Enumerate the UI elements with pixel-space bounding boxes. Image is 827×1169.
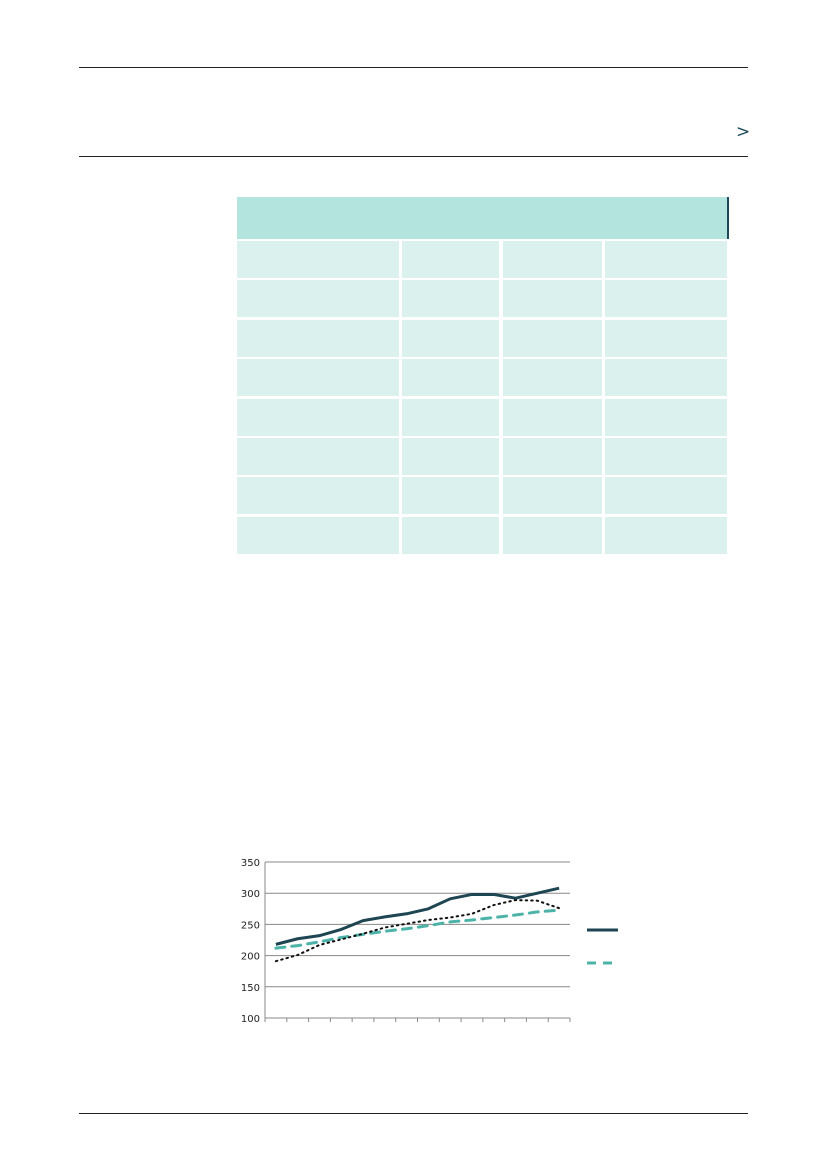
table-cell: [503, 319, 602, 357]
table-cell: [237, 516, 399, 554]
table-cell: [237, 477, 399, 515]
table-cell: [605, 398, 727, 436]
table-cell: [605, 359, 727, 397]
table-cell: [402, 516, 499, 554]
y-tick-label: 250: [241, 920, 260, 931]
line-chart: 100 150 200 250 300 350: [241, 858, 618, 1025]
table-cell: [237, 359, 399, 397]
table-cell: [503, 477, 602, 515]
table-cell: [402, 319, 499, 357]
y-tick-label: 300: [241, 889, 260, 900]
table-cell: [237, 280, 399, 318]
table-cell: [402, 359, 499, 397]
table-cell: [237, 241, 399, 278]
table-cell: [402, 241, 499, 278]
y-tick-label: 100: [241, 1014, 260, 1025]
y-tick-label: 200: [241, 952, 260, 963]
table-cell: [237, 438, 399, 475]
next-chevron-icon[interactable]: >: [736, 122, 751, 142]
table-cell: [605, 241, 727, 278]
series-line-dotted: [274, 899, 561, 963]
table-cell: [402, 477, 499, 515]
table-cell: [605, 477, 727, 515]
y-tick-label: 150: [241, 983, 260, 994]
top-rule: [79, 67, 748, 68]
table-header: [237, 197, 729, 239]
table-cell: [605, 516, 727, 554]
series-line-solid: [275, 886, 560, 946]
table-cell: [237, 319, 399, 357]
table-cell: [503, 516, 602, 554]
table-cell: [503, 280, 602, 318]
footer-rule: [79, 1113, 748, 1114]
table-cell: [402, 438, 499, 475]
series-line-dashed: [274, 908, 561, 950]
header-rule: [79, 156, 748, 157]
table-cell: [605, 438, 727, 475]
table-cell: [503, 438, 602, 475]
table-cell: [503, 359, 602, 397]
table-cell: [237, 398, 399, 436]
table-cell: [402, 398, 499, 436]
table-cell: [402, 280, 499, 318]
table-cell: [503, 398, 602, 436]
table-cell: [605, 280, 727, 318]
table-cell: [503, 241, 602, 278]
table-cell: [605, 319, 727, 357]
y-tick-label: 350: [241, 858, 260, 869]
